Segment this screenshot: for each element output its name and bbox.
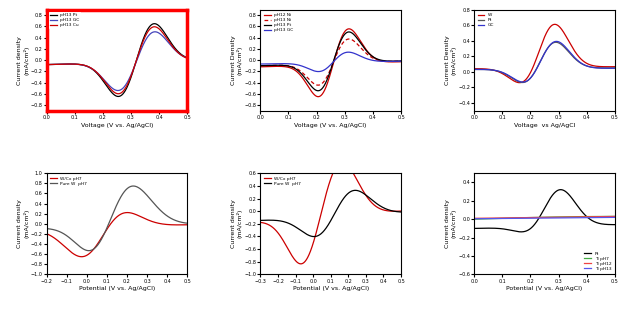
X-axis label: Potential (V vs. Ag/AgCl): Potential (V vs. Ag/AgCl) (79, 286, 155, 291)
X-axis label: Voltage (V vs. Ag/AgCl): Voltage (V vs. Ag/AgCl) (81, 122, 153, 128)
Legend: W/Cx pH7, Pure W  pH7: W/Cx pH7, Pure W pH7 (49, 175, 89, 187)
Legend: pH12 Ni, pH13 Ni, pH13 Pt, pH13 GC: pH12 Ni, pH13 Ni, pH13 Pt, pH13 GC (263, 12, 295, 33)
Legend: Pt, Ti pH7, Ti pH12, Ti pH13: Pt, Ti pH7, Ti pH12, Ti pH13 (583, 250, 612, 272)
Y-axis label: Current Density
(mA/cm²): Current Density (mA/cm²) (445, 35, 456, 85)
X-axis label: Potential (V vs. Ag/AgCl): Potential (V vs. Ag/AgCl) (506, 286, 582, 291)
X-axis label: Potential (V vs. Ag/AgCl): Potential (V vs. Ag/AgCl) (292, 286, 369, 291)
Y-axis label: Current density
(mA/cm²): Current density (mA/cm²) (17, 36, 29, 85)
Y-axis label: Current density
(mA/cm²): Current density (mA/cm²) (231, 199, 243, 248)
Y-axis label: Current density
(mA/cm²): Current density (mA/cm²) (17, 199, 29, 248)
Legend: pH13 Pt, pH13 GC, pH13 Cu: pH13 Pt, pH13 GC, pH13 Cu (49, 12, 81, 29)
Legend: W/Cx pH7, Pure W  pH7: W/Cx pH7, Pure W pH7 (263, 175, 302, 187)
X-axis label: Voltage (V vs. Ag/AgCl): Voltage (V vs. Ag/AgCl) (294, 122, 367, 128)
Legend: W, Pt, GC: W, Pt, GC (476, 12, 496, 29)
Y-axis label: Current density
(mA/cm²): Current density (mA/cm²) (445, 199, 456, 248)
X-axis label: Voltage  vs Ag/AgCl: Voltage vs Ag/AgCl (514, 122, 575, 128)
Y-axis label: Current Density
(mA/cm²): Current Density (mA/cm²) (231, 35, 243, 85)
